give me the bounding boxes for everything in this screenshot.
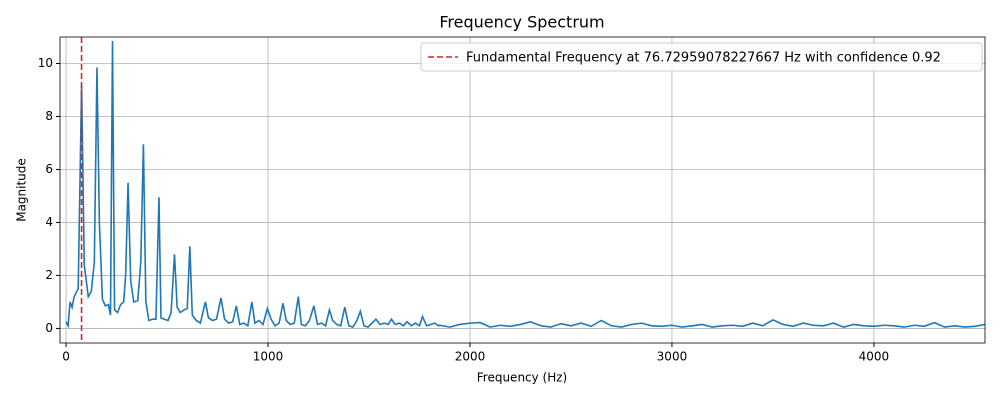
- plot-area: 0 1000 2000 3000 4000 0 2 4 6 8 10 Fundamental Freq…: [38, 36, 986, 364]
- y-tick-label: 10: [38, 56, 53, 70]
- x-tick-label: 0: [62, 350, 70, 364]
- legend-box: [420, 42, 983, 72]
- axes-frame: [59, 36, 986, 344]
- x-tick-label: 3000: [657, 350, 688, 364]
- y-tick-label: 0: [45, 321, 53, 335]
- y-tick-label: 4: [45, 215, 53, 229]
- y-tick-label: 6: [45, 162, 53, 176]
- y-axis-label: Magnitude: [15, 158, 29, 222]
- x-tick-label: 4000: [859, 350, 890, 364]
- y-tick-label: 2: [45, 268, 53, 282]
- x-tick-label: 2000: [455, 350, 486, 364]
- y-tick-label: 8: [45, 109, 53, 123]
- chart-title: Frequency Spectrum: [439, 13, 604, 32]
- legend: Fundamental Frequency at 76.729590782276…: [420, 42, 983, 72]
- data-line: [65, 40, 985, 329]
- x-axis-label: Frequency (Hz): [477, 371, 568, 385]
- x-tick-label: 1000: [253, 350, 284, 364]
- legend-label: Fundamental Frequency at 76.729590782276…: [466, 51, 941, 66]
